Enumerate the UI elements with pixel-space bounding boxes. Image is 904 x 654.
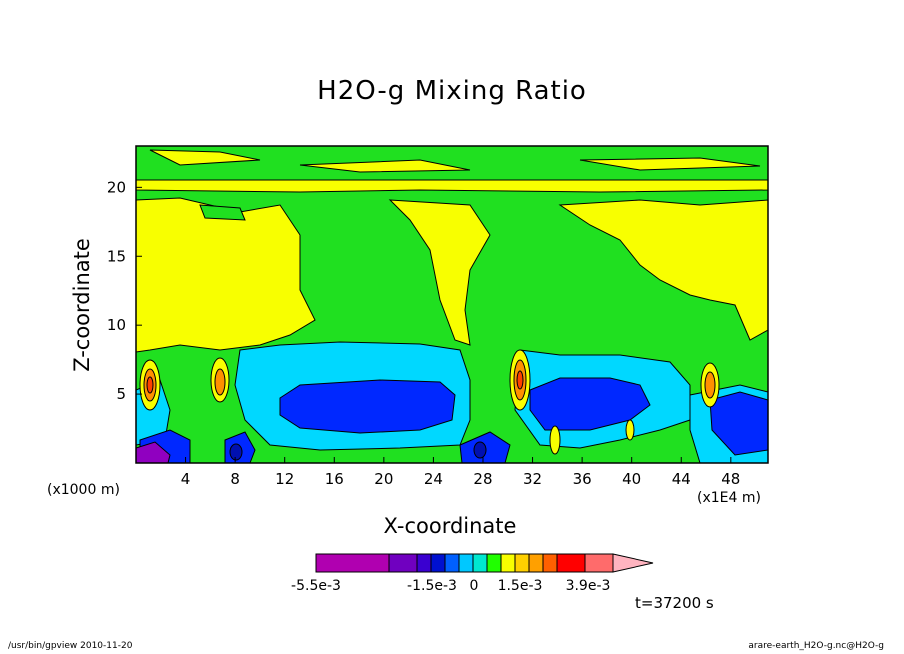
- colorbar-segment: [388, 553, 418, 573]
- colorbar-segment: [584, 553, 614, 573]
- colorbar-segment: [528, 553, 544, 573]
- y-tick-label: 10: [107, 316, 126, 334]
- colorbar-arrow: [612, 553, 654, 573]
- footer-left: /usr/bin/gpview 2010-11-20: [8, 641, 133, 651]
- x-tick-label: 36: [573, 470, 592, 488]
- x-tick-label: 40: [622, 470, 641, 488]
- colorbar-segment: [556, 553, 586, 573]
- y-axis-label: Z-coordinate: [70, 238, 94, 372]
- region-blue-far: [709, 391, 768, 456]
- x-tick-label: 20: [374, 470, 393, 488]
- colorbar-segment: [486, 553, 502, 573]
- colorbar-label: -5.5e-3: [291, 578, 341, 594]
- plot-frame: [135, 145, 769, 464]
- cell-orange: [704, 371, 716, 399]
- x-tick-label: 16: [325, 470, 344, 488]
- x-unit-left: (x1000 m): [47, 482, 120, 498]
- x-tick-label: 48: [721, 470, 740, 488]
- colorbar-segment: [514, 553, 530, 573]
- cell-yellow: [549, 425, 561, 455]
- colorbar-segment: [542, 553, 558, 573]
- region-blue-right: [529, 377, 651, 431]
- cell-red: [146, 376, 154, 394]
- cell-orange: [214, 368, 226, 396]
- colorbar-segment: [416, 553, 432, 573]
- region-yellow-right: [558, 199, 768, 341]
- colorbar-label: -1.5e-3: [407, 578, 457, 594]
- cell-dark-blue: [229, 443, 243, 461]
- colorbar-label: 1.5e-3: [498, 578, 543, 594]
- colorbar-segment: [430, 553, 446, 573]
- y-tick-label: 20: [107, 178, 126, 196]
- patch-yellow-top: [579, 157, 761, 171]
- patch-yellow-top: [299, 159, 471, 173]
- colorbar-label: 3.9e-3: [566, 578, 611, 594]
- x-unit-right: (x1E4 m): [697, 490, 761, 506]
- band-yellow-top: [136, 179, 768, 193]
- contour-field: [136, 146, 768, 463]
- colorbar-segment: [315, 553, 390, 573]
- x-tick-label: 12: [275, 470, 294, 488]
- y-tick-label: 15: [107, 247, 126, 265]
- x-tick-label: 8: [230, 470, 240, 488]
- colorbar-segment: [500, 553, 516, 573]
- x-tick-label: 32: [523, 470, 542, 488]
- time-label: t=37200 s: [635, 594, 714, 612]
- patch-yellow-top: [149, 149, 261, 166]
- x-tick-label: 44: [672, 470, 691, 488]
- cell-dark-blue: [473, 441, 487, 459]
- x-axis-label: X-coordinate: [383, 514, 517, 538]
- colorbar-segment: [458, 553, 474, 573]
- x-tick-label: 28: [473, 470, 492, 488]
- patch-green: [199, 204, 246, 221]
- cell-yellow: [625, 419, 635, 441]
- colorbar-segment: [472, 553, 488, 573]
- region-purple-corner: [136, 441, 171, 463]
- x-tick-label: 4: [181, 470, 191, 488]
- region-yellow-mid: [388, 199, 491, 346]
- region-blue-left: [279, 379, 456, 434]
- chart-title: H2O-g Mixing Ratio: [317, 76, 587, 106]
- cell-red: [516, 370, 524, 390]
- region-yellow-left: [136, 197, 316, 353]
- footer-right: arare-earth_H2O-g.nc@H2O-g: [748, 641, 884, 651]
- colorbar-segment: [444, 553, 460, 573]
- colorbar-label: 0: [470, 578, 479, 594]
- y-tick-label: 5: [116, 385, 126, 403]
- x-tick-label: 24: [424, 470, 443, 488]
